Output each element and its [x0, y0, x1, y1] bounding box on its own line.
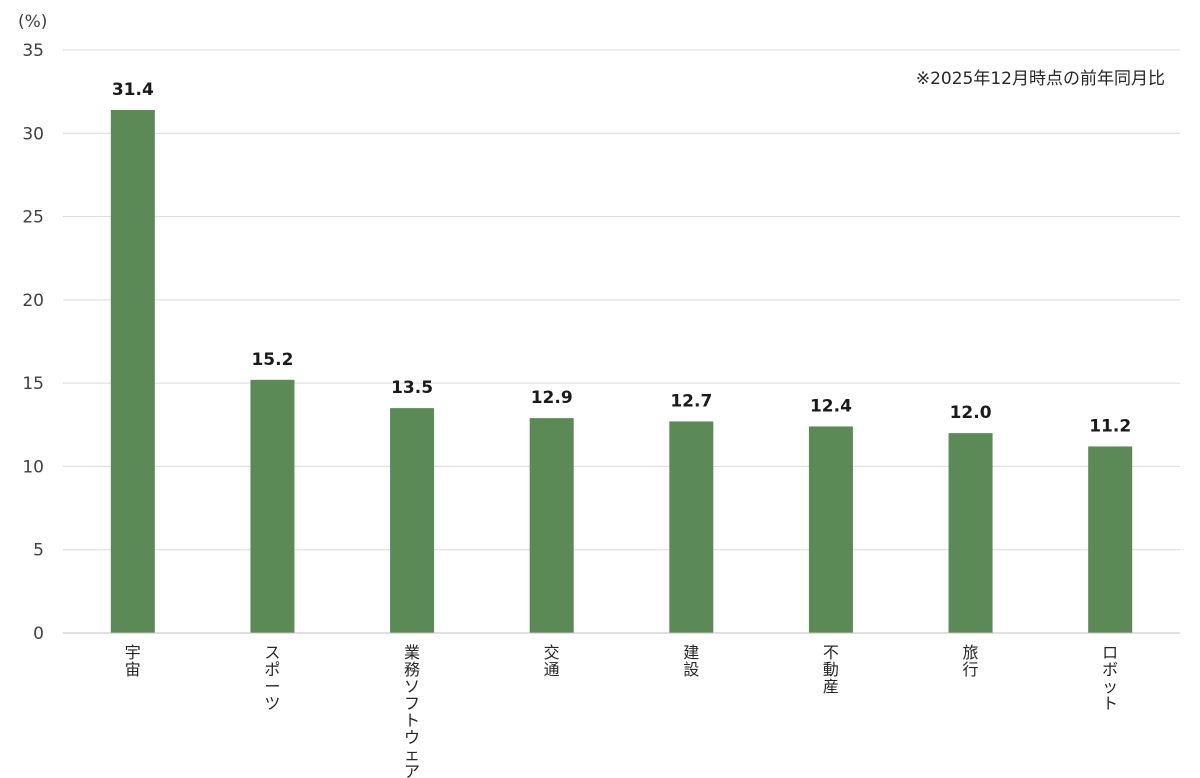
- data-label: 15.2: [251, 350, 293, 370]
- data-label: 11.2: [1089, 416, 1131, 436]
- category-label: 宇宙: [125, 643, 141, 679]
- bar: [669, 421, 714, 633]
- bar: [110, 109, 155, 634]
- data-label: 13.5: [391, 378, 433, 398]
- y-tick-label: 15: [22, 374, 44, 394]
- category-label: 不動産: [823, 643, 839, 696]
- data-labels: 31.4 15.2 13.5 12.9 12.7 12.4 12.0 11.2: [112, 80, 1131, 436]
- bar: [808, 426, 853, 633]
- data-label: 31.4: [112, 80, 154, 100]
- bar: [529, 418, 574, 633]
- data-label: 12.7: [670, 391, 712, 411]
- data-label: 12.4: [810, 396, 852, 416]
- y-tick-label: 25: [22, 208, 44, 228]
- category-label: 業務ソフトウェア: [404, 643, 420, 778]
- bar: [948, 433, 993, 633]
- y-tick-label: 20: [22, 291, 44, 311]
- bars: [110, 109, 1133, 634]
- category-label: スポーツ: [264, 643, 280, 713]
- category-label: ロボット: [1102, 643, 1118, 713]
- category-label: 交通: [544, 643, 560, 679]
- bar: [250, 379, 295, 633]
- chart-note: ※2025年12月時点の前年同月比: [916, 69, 1165, 89]
- y-tick-label: 0: [33, 624, 44, 644]
- data-label: 12.9: [531, 388, 573, 408]
- y-tick-label: 5: [33, 541, 44, 561]
- y-tick-label: 10: [22, 457, 44, 477]
- y-axis-unit-label: (%): [18, 12, 47, 32]
- y-axis-ticks: 0 5 10 15 20 25 30 35: [22, 41, 44, 644]
- category-labels: 宇宙 スポーツ 業務ソフトウェア 交通 建設 不動産 旅行 ロボット: [125, 643, 1118, 778]
- bar: [1088, 446, 1133, 633]
- y-tick-label: 30: [22, 124, 44, 144]
- bar: [390, 408, 435, 633]
- gridlines: [63, 49, 1180, 551]
- data-label: 12.0: [950, 403, 992, 423]
- category-label: 旅行: [963, 643, 979, 679]
- category-label: 建設: [683, 643, 699, 679]
- y-tick-label: 35: [22, 41, 44, 61]
